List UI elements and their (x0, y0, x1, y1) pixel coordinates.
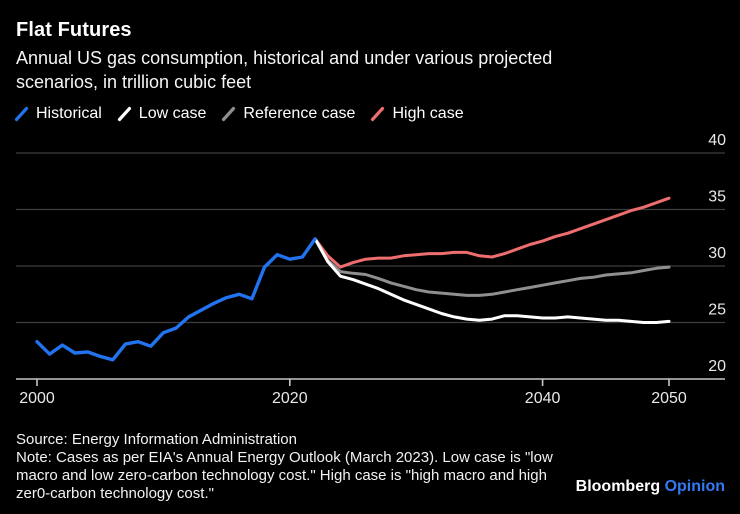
legend-label: Low case (138, 105, 207, 122)
series-line-high-case (313, 196, 671, 269)
series-line-historical (35, 237, 317, 362)
x-tick-label: 2020 (272, 390, 308, 407)
x-tick-label: 2000 (19, 390, 55, 407)
y-tick-label: 25 (708, 302, 726, 319)
bloomberg-opinion-logo: Bloomberg Opinion (576, 478, 725, 496)
note-line-2: macro and low zero-carbon technology cos… (16, 467, 547, 484)
legend-slash-icon (117, 106, 131, 122)
bloomberg-wordmark: Bloomberg (575, 478, 661, 495)
y-tick-label: 40 (708, 132, 726, 149)
chart-subtitle: Annual US gas consumption, historical an… (16, 46, 552, 94)
x-tick-label: 2040 (525, 390, 561, 407)
opinion-wordmark: Opinion (664, 478, 725, 495)
legend-slash-icon (222, 106, 236, 122)
legend-item-reference-case: Reference case (221, 105, 355, 123)
legend-label: Reference case (243, 105, 356, 122)
legend-slash-icon (14, 106, 29, 122)
legend-item-high-case: High case (370, 105, 464, 123)
note-line-1: Note: Cases as per EIA's Annual Energy O… (16, 449, 553, 466)
x-tick-label: 2050 (651, 390, 687, 407)
legend-label: High case (392, 105, 464, 122)
series-line-low-case (313, 237, 671, 324)
series-line-reference-case (313, 237, 671, 297)
legend-item-historical: Historical (14, 105, 102, 123)
y-tick-label: 35 (708, 189, 726, 206)
source-line: Source: Energy Information Administratio… (16, 431, 297, 448)
y-tick-label: 20 (708, 358, 726, 375)
legend: Historical Low case Reference case High cas… (14, 105, 479, 123)
chart-title: Flat Futures (16, 19, 132, 41)
legend-item-low-case: Low case (117, 105, 207, 123)
note-line-3: zer0-carbon technology cost." (16, 485, 214, 502)
chart-subtitle-line-2: scenarios, in trillion cubic feet (16, 72, 252, 92)
footer: Source: Energy Information Administratio… (16, 431, 553, 503)
legend-label: Historical (36, 105, 102, 122)
chart-subtitle-line-1: Annual US gas consumption, historical an… (16, 48, 553, 68)
legend-slash-icon (371, 106, 385, 122)
y-tick-label: 30 (708, 245, 726, 262)
